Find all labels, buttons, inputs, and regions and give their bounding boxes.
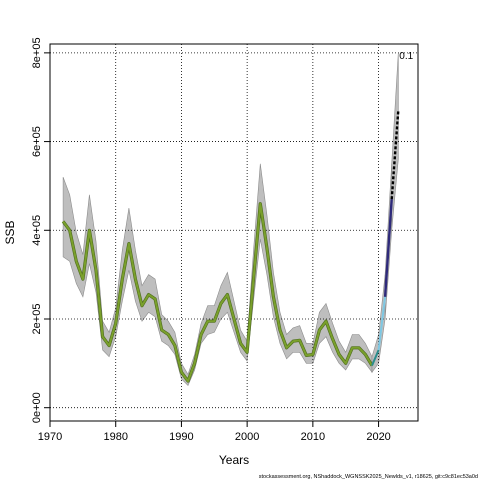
annotation-label: 0.1 — [399, 51, 413, 62]
x-axis-title: Years — [219, 453, 249, 467]
footer-credit: stockassessment.org, NShaddock_WGNSSK202… — [259, 474, 478, 480]
historical-line — [62, 202, 373, 383]
grid-lines — [49, 44, 418, 421]
series-lines — [61, 110, 400, 383]
x-tick-label-1970: 1970 — [38, 431, 62, 443]
x-tick-label-1990: 1990 — [169, 431, 193, 443]
ci-band-historical — [62, 163, 373, 387]
recent-line-1 — [371, 349, 380, 366]
y-axis: 0e+00 2e+05 4e+05 6e+05 8e+05 — [31, 37, 50, 423]
x-tick-label-2010: 2010 — [301, 431, 325, 443]
recent-line-2 — [377, 296, 387, 351]
plot-frame — [49, 43, 419, 422]
x-tick-label-1980: 1980 — [103, 431, 127, 443]
x-axis: 1970 1980 1990 2000 2010 2020 — [38, 421, 391, 443]
y-tick-label-400000: 4e+05 — [31, 215, 43, 246]
y-tick-label-200000: 2e+05 — [31, 304, 43, 335]
forecast-line — [383, 199, 393, 297]
x-tick-label-2020: 2020 — [366, 431, 390, 443]
y-axis-title: SSB — [3, 220, 17, 244]
y-tick-label-600000: 6e+05 — [31, 126, 43, 157]
y-tick-label-0: 0e+00 — [31, 392, 43, 423]
x-tick-label-2000: 2000 — [235, 431, 259, 443]
y-tick-label-800000: 8e+05 — [31, 37, 43, 68]
